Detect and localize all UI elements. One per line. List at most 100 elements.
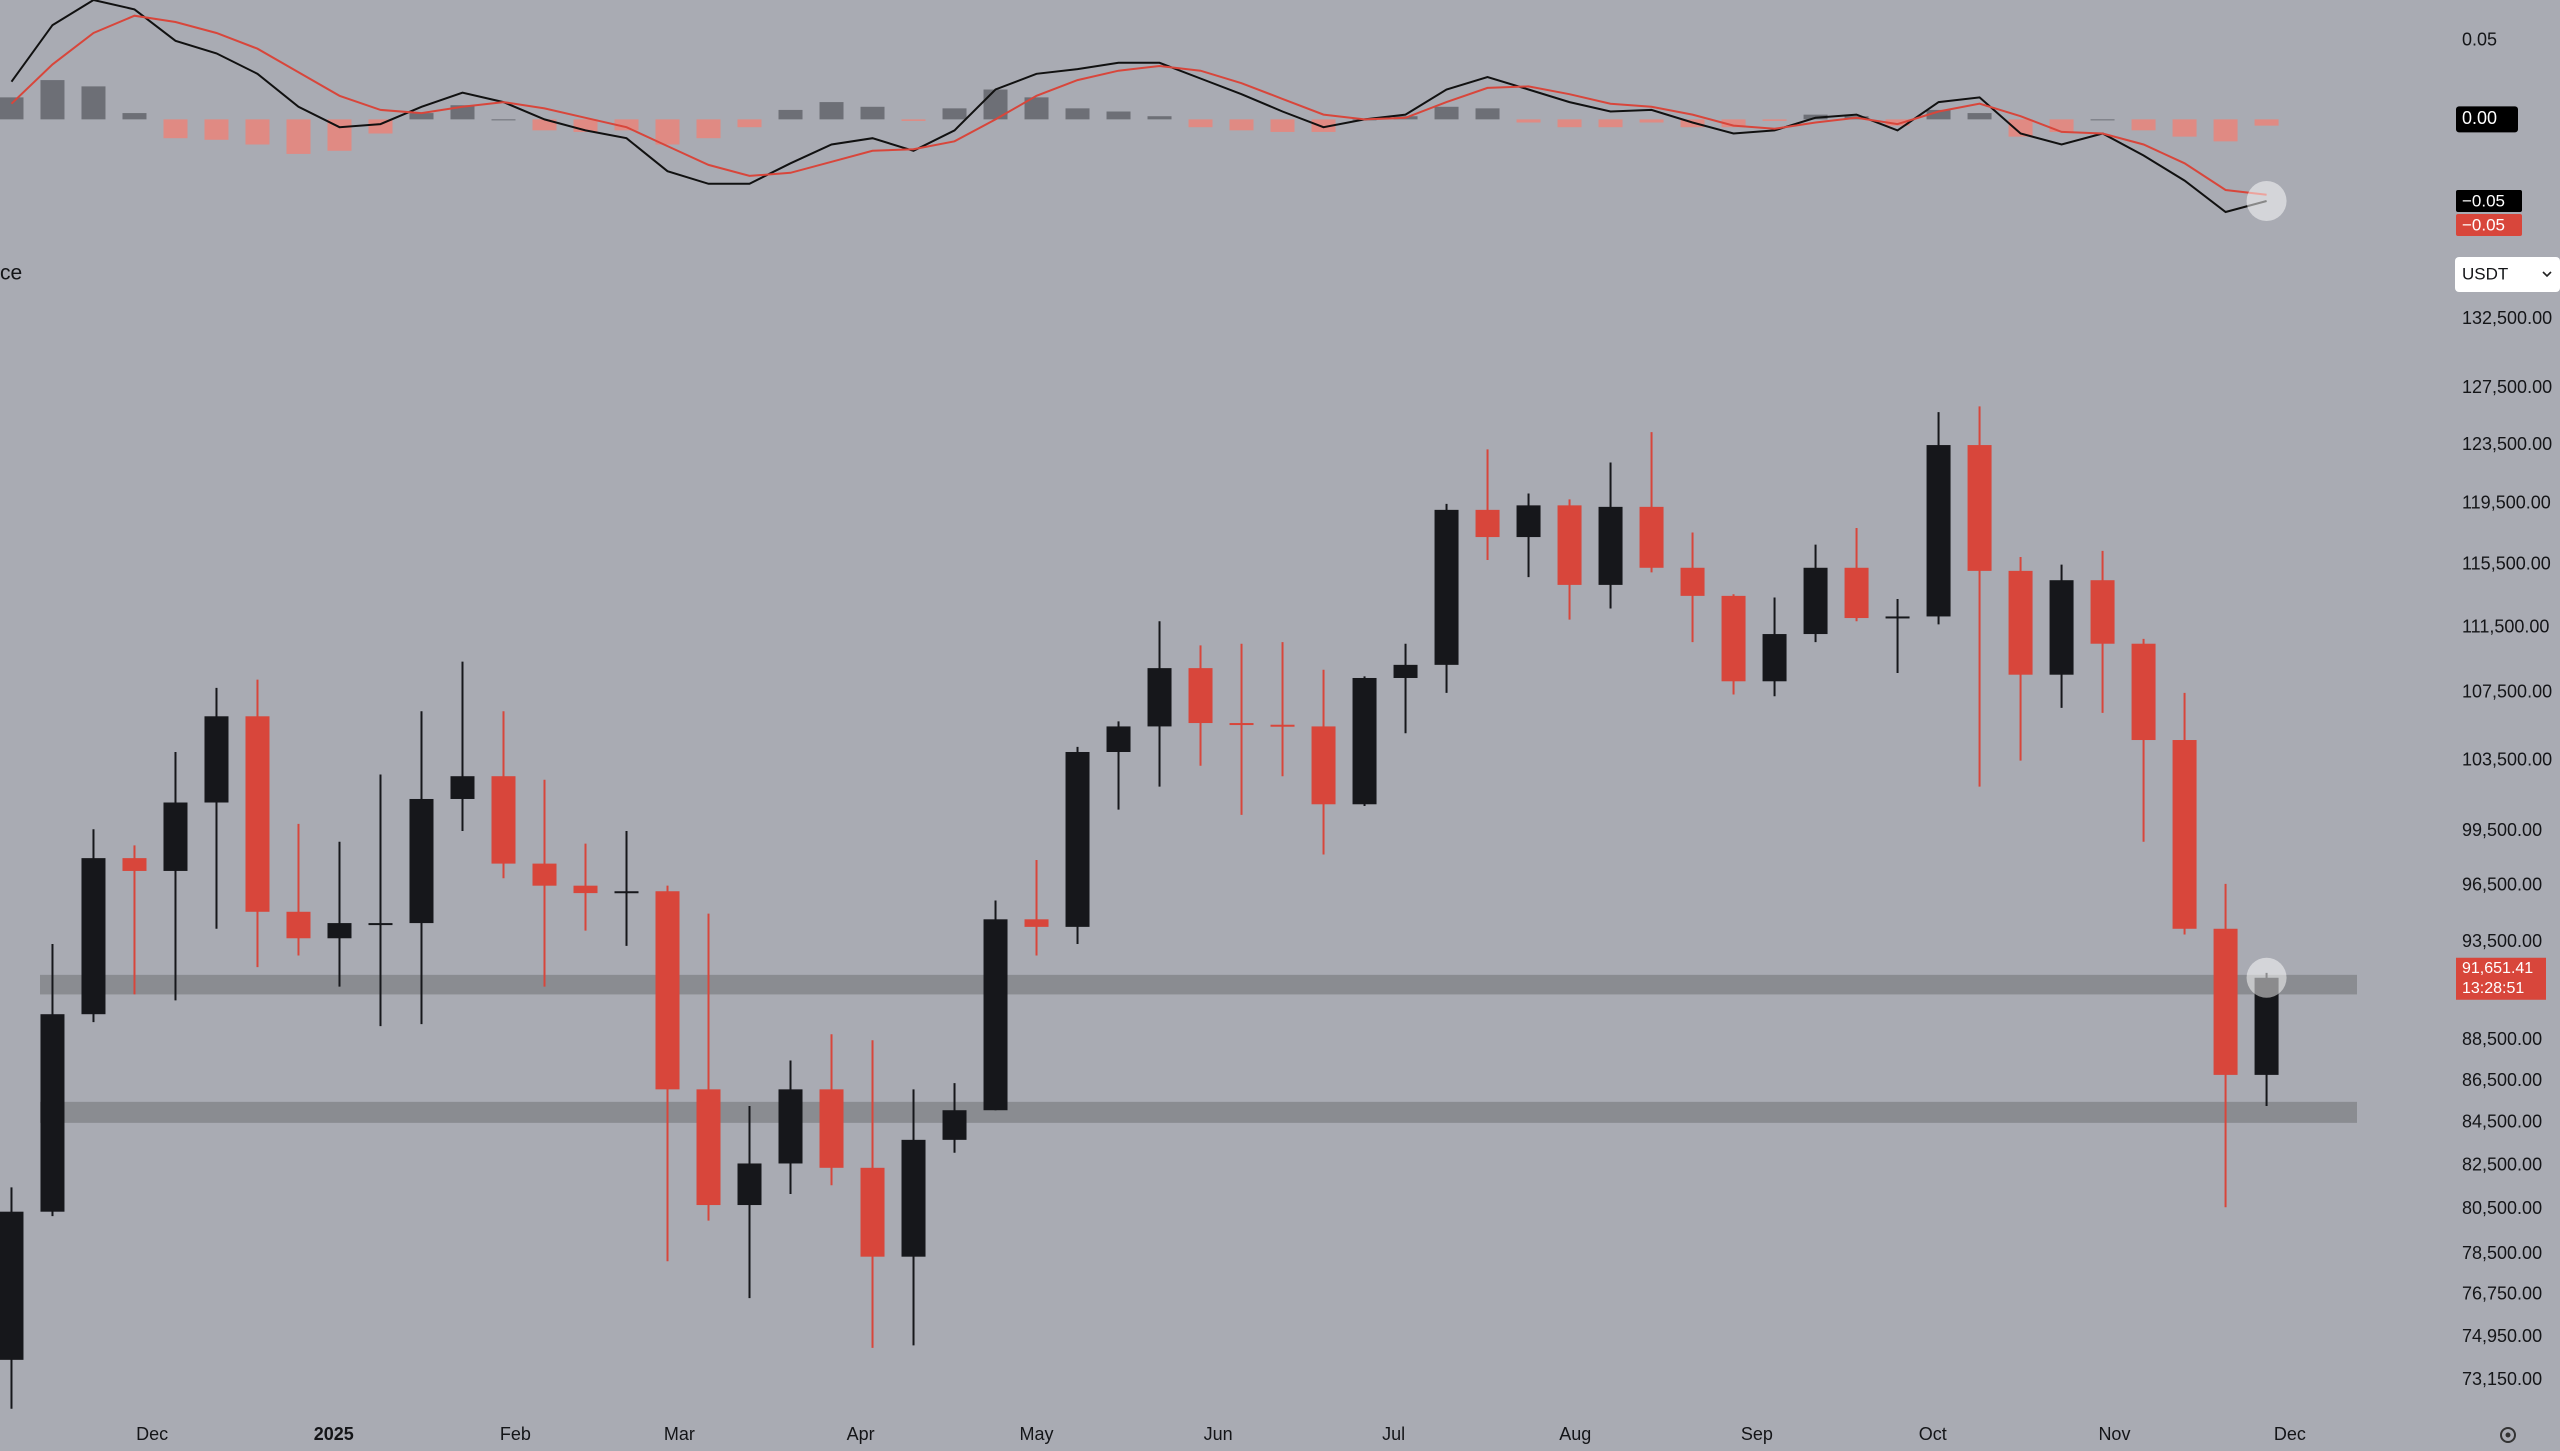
last-value-box — [2456, 214, 2522, 237]
histogram-bar — [1106, 111, 1131, 120]
histogram-bar — [1147, 116, 1172, 120]
candle-body — [1926, 445, 1951, 617]
selector-box[interactable] — [2455, 257, 2560, 292]
countdown-label: 13:28:51 — [2462, 980, 2524, 997]
zero-label-box — [2456, 106, 2518, 133]
histogram-bar — [1598, 119, 1623, 128]
candle-body — [1639, 506, 1664, 568]
candle-body — [1434, 509, 1459, 665]
candle-body — [614, 891, 639, 894]
candle-body — [1147, 668, 1172, 727]
y-tick-label: 0.00 — [2462, 108, 2497, 128]
histogram-bar — [163, 119, 188, 139]
y-tick-label: 99,500.00 — [2462, 820, 2542, 840]
histogram-bar — [1967, 113, 1992, 120]
y-tick-label: 107,500.00 — [2462, 682, 2552, 702]
support-zone — [40, 1101, 2357, 1123]
candle-body — [983, 919, 1008, 1111]
histogram-bar — [1516, 119, 1541, 123]
histogram-bar — [819, 102, 844, 120]
candle-body — [1065, 751, 1090, 927]
candle-body — [1721, 595, 1746, 682]
candle-body — [2213, 928, 2238, 1075]
histogram-bar — [204, 119, 229, 140]
x-tick-label: Nov — [2098, 1424, 2130, 1444]
y-tick-label: 82,500.00 — [2462, 1154, 2542, 1174]
candle-body — [1598, 506, 1623, 585]
candle-body — [368, 923, 393, 926]
y-tick-label: 73,150.00 — [2462, 1369, 2542, 1389]
gear-hub[interactable] — [2505, 1432, 2511, 1438]
y-tick-label: 74,950.00 — [2462, 1326, 2542, 1346]
histogram-bar — [0, 97, 24, 120]
candle-body — [1762, 634, 1787, 682]
y-tick-label: 93,500.00 — [2462, 931, 2542, 951]
y-tick-label: 80,500.00 — [2462, 1198, 2542, 1218]
x-tick-label: Apr — [847, 1424, 875, 1444]
selector-label[interactable]: USDT — [2462, 264, 2508, 283]
histogram-bar — [2090, 119, 2115, 121]
candle-body — [1352, 677, 1377, 805]
histogram-bar — [245, 119, 270, 145]
x-tick-label: Sep — [1741, 1424, 1773, 1444]
histogram-bar — [1024, 97, 1049, 120]
x-tick-label: Aug — [1559, 1424, 1591, 1444]
candle-body — [204, 716, 229, 803]
candle-body — [819, 1089, 844, 1168]
histogram-bar — [696, 119, 721, 139]
candle-body — [122, 858, 147, 871]
histogram-bar — [2213, 119, 2238, 142]
currency-selector[interactable]: USDT — [2455, 257, 2560, 292]
candle-body — [573, 885, 598, 894]
histogram-bar — [1557, 119, 1582, 128]
candle-body — [2172, 740, 2197, 929]
histogram-bar — [81, 86, 106, 120]
x-tick-label: May — [1020, 1424, 1054, 1444]
candle-body — [1885, 616, 1910, 619]
candle-body — [2049, 580, 2074, 675]
last-value-label: −0.05 — [2462, 216, 2505, 235]
y-tick-label: 103,500.00 — [2462, 749, 2552, 769]
histogram-bar — [286, 119, 311, 154]
x-tick-label: Jun — [1204, 1424, 1233, 1444]
x-tick-label: Dec — [2274, 1424, 2306, 1444]
histogram-bar — [327, 119, 352, 151]
settings-button[interactable] — [2500, 1427, 2516, 1443]
gear-ring[interactable] — [2500, 1427, 2516, 1443]
y-tick-label: 84,500.00 — [2462, 1112, 2542, 1132]
y-tick-label: 96,500.00 — [2462, 874, 2542, 894]
selector-caret[interactable] — [2542, 271, 2552, 278]
candle-body — [1270, 724, 1295, 727]
y-tick-label: 78,500.00 — [2462, 1243, 2542, 1263]
candle-body — [40, 1014, 65, 1212]
candle-body — [2131, 643, 2156, 741]
histogram-bar — [655, 119, 680, 145]
candle-body — [0, 1211, 24, 1360]
candle-body — [2008, 570, 2033, 675]
candle-body — [491, 776, 516, 864]
y-tick-label: 115,500.00 — [2462, 553, 2551, 573]
last-price-box — [2456, 957, 2546, 1000]
candle-body — [860, 1167, 885, 1257]
histogram-bar — [532, 119, 557, 131]
histogram-bar — [1475, 108, 1500, 120]
histogram-bar — [1270, 119, 1295, 132]
x-tick-label: 2025 — [314, 1424, 354, 1444]
candle-body — [2090, 580, 2115, 644]
histogram-bar — [40, 80, 65, 120]
candle-body — [737, 1163, 762, 1206]
histogram-bar — [901, 119, 926, 121]
x-tick-label: Dec — [136, 1424, 168, 1444]
histogram-bar — [2172, 119, 2197, 137]
candle-body — [1557, 505, 1582, 585]
candle-body — [1516, 505, 1541, 538]
histogram-bar — [1188, 119, 1213, 128]
histogram-bar — [409, 113, 434, 120]
candle-body — [1475, 509, 1500, 538]
histogram-bar — [737, 119, 762, 128]
macd-line — [10, 0, 2267, 214]
candle-body — [1844, 567, 1869, 619]
y-tick-label: 0.05 — [2462, 30, 2497, 50]
